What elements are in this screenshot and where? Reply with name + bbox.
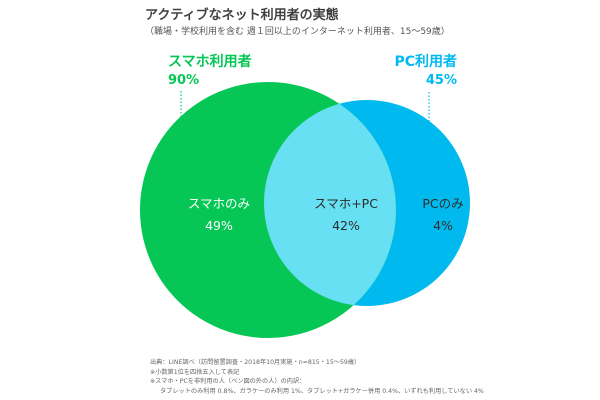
non-user-breakdown: タブレットのみ利用 0.8%、ガラケーのみ利用 1%、タブレット+ガラケー併用 … (160, 387, 484, 395)
overlap-label: スマホ+PC (314, 196, 378, 211)
rounding-note: ※小数第1位を四捨五入して表記 (150, 368, 240, 376)
source-note: 出典：LINE調べ（訪問留置調査・2018年10月実施・n=815・15〜59歳… (150, 359, 361, 366)
smartphone-only-label: スマホのみ (188, 196, 250, 211)
overlap-region (264, 100, 396, 306)
smartphone-users-label: スマホ利用者 (168, 53, 252, 70)
smartphone-users-total: 90% (168, 73, 199, 88)
smartphone-only-value: 49% (205, 218, 233, 233)
footnotes: 出典：LINE調べ（訪問留置調査・2018年10月実施・n=815・15〜59歳… (150, 358, 484, 396)
pc-users-label: PC利用者 (394, 53, 457, 70)
pc-users-total: 45% (426, 73, 457, 88)
non-user-note: ※スマホ・PCを非利用の人（ベン図の外の人）の内訳： (150, 378, 306, 385)
pc-only-value: 4% (433, 218, 453, 233)
pc-only-label: PCのみ (422, 196, 463, 211)
page-subtitle: （職場・学校利用を含む 週１回以上のインターネット利用者、15〜59歳） (145, 27, 450, 37)
page-title: アクティブなネット利用者の実態 (145, 8, 339, 23)
overlap-value: 42% (332, 218, 360, 233)
